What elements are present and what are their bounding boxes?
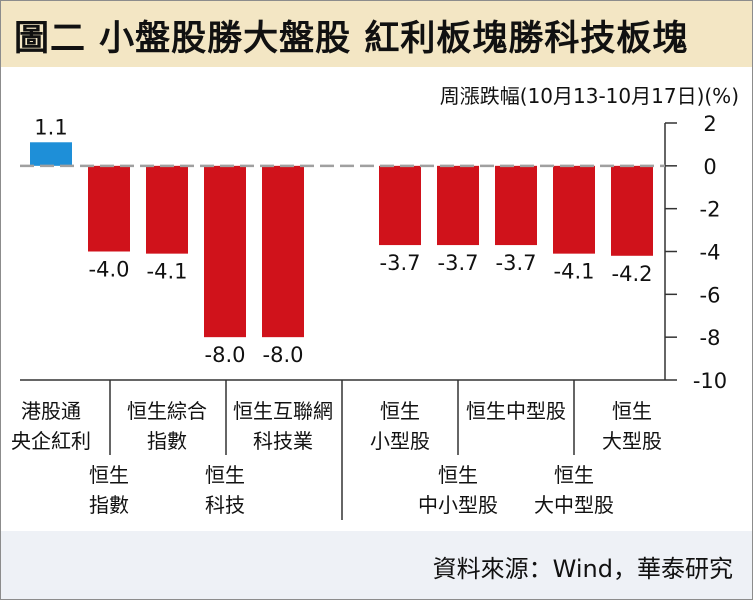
category-label: 恒生: [205, 463, 245, 487]
category-label: 指數: [147, 429, 187, 453]
data-label: -4.0: [89, 258, 130, 282]
bar: [262, 165, 304, 338]
source-band: [1, 531, 752, 599]
title-band: [1, 1, 752, 67]
category-label: 恒生: [612, 399, 652, 423]
bar: [146, 165, 188, 254]
category-label: 恒生: [438, 463, 478, 487]
category-label: 大中型股: [534, 493, 614, 517]
data-label: -4.1: [554, 260, 595, 284]
data-label: -4.2: [612, 262, 653, 286]
category-label: 央企紅利: [11, 429, 91, 453]
y-tick-label: 0: [703, 155, 716, 179]
category-label: 指數: [89, 493, 129, 517]
y-tick-label: -4: [700, 241, 721, 265]
y-tick-label: -8: [700, 326, 721, 350]
bar: [495, 165, 537, 246]
category-label: 大型股: [602, 429, 662, 453]
data-label: -4.1: [147, 260, 188, 284]
chart-title: 圖二 小盤股勝大盤股 紅利板塊勝科技板塊: [14, 18, 689, 59]
bar: [379, 165, 421, 246]
category-label: 小型股: [370, 429, 430, 453]
category-label: 恒生: [554, 463, 594, 487]
y-tick-label: -6: [700, 283, 721, 307]
category-label: 恒生: [89, 463, 129, 487]
bar: [30, 142, 72, 166]
category-label: 港股通: [21, 399, 81, 423]
category-label: 中小型股: [418, 493, 498, 517]
category-label: 恒生綜合: [127, 399, 207, 423]
bar: [204, 165, 246, 338]
data-label: 1.1: [34, 115, 67, 139]
category-label: 科技: [205, 493, 245, 517]
source-note: 資料來源：Wind，華泰研究: [432, 555, 733, 583]
bar: [88, 165, 130, 252]
data-label: -3.7: [496, 251, 537, 275]
category-label: 恒生中型股: [466, 399, 566, 423]
category-label: 恒生互聯網: [233, 399, 333, 423]
y-tick-label: -2: [700, 198, 721, 222]
data-label: -3.7: [438, 251, 479, 275]
y-tick-label: -10: [693, 369, 727, 393]
category-label: 科技業: [253, 429, 313, 453]
unit-label: 周漲跌幅(10月13-10月17日)(%): [439, 84, 739, 108]
bar: [437, 165, 479, 246]
category-label: 恒生: [380, 399, 420, 423]
bar: [553, 165, 595, 254]
data-label: -8.0: [205, 343, 246, 367]
data-label: -3.7: [380, 251, 421, 275]
y-tick-label: 2: [703, 112, 716, 136]
data-label: -8.0: [263, 343, 304, 367]
bar: [611, 165, 653, 256]
